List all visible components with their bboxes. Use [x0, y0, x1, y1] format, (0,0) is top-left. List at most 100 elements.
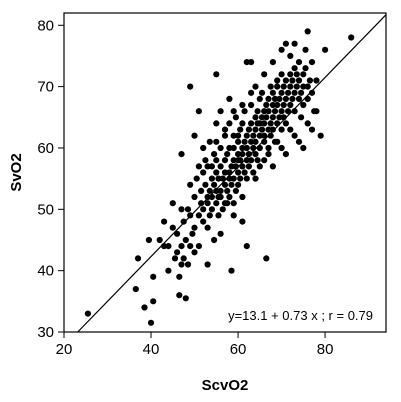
y-axis: 30 40 50 60 70 80: [37, 17, 64, 341]
plot-frame: [63, 12, 387, 333]
x-tick-label: 40: [143, 341, 160, 358]
data-point: [217, 108, 224, 115]
y-tick-label: 70: [37, 79, 54, 96]
data-point: [243, 243, 250, 250]
data-point: [263, 255, 270, 262]
data-point: [169, 200, 176, 207]
y-axis-title: SvO2: [8, 153, 25, 191]
data-point: [178, 243, 185, 250]
data-point: [230, 108, 237, 115]
data-point: [235, 169, 242, 176]
data-point: [241, 108, 248, 115]
data-point: [245, 163, 252, 170]
data-point: [193, 175, 200, 182]
data-point: [226, 144, 233, 152]
data-point: [304, 28, 311, 35]
data-point: [302, 46, 309, 53]
data-point: [269, 89, 276, 96]
data-point: [156, 236, 163, 244]
data-point: [235, 151, 242, 158]
data-point: [287, 71, 294, 78]
data-point: [228, 267, 235, 274]
data-point: [287, 126, 294, 133]
data-point: [276, 114, 283, 121]
data-point: [261, 132, 268, 139]
data-point: [211, 181, 218, 188]
data-point: [300, 144, 307, 152]
data-point: [256, 132, 263, 139]
data-point: [211, 151, 218, 158]
data-point: [202, 157, 209, 164]
data-point: [132, 286, 139, 293]
data-point: [291, 40, 298, 47]
data-point: [243, 144, 250, 152]
data-point: [313, 77, 320, 84]
data-point: [206, 187, 213, 194]
data-point: [204, 200, 211, 207]
data-point: [171, 255, 179, 262]
data-point: [176, 273, 183, 280]
regression-line: [77, 14, 387, 333]
regression-annotation: y=13.1 + 0.73 x ; r = 0.79: [228, 308, 373, 323]
y-tick-label: 40: [37, 263, 54, 280]
data-point: [278, 71, 285, 78]
data-point: [254, 157, 261, 164]
x-tick-label: 20: [56, 341, 73, 358]
data-point: [174, 230, 181, 237]
data-point: [182, 236, 189, 244]
data-point: [313, 108, 320, 115]
data-point: [217, 187, 224, 194]
data-point: [278, 108, 285, 115]
data-point: [187, 83, 194, 90]
data-point: [256, 144, 263, 152]
data-point: [291, 89, 298, 96]
data-point: [269, 114, 276, 121]
data-point: [141, 304, 148, 311]
data-point: [274, 120, 281, 127]
data-point: [195, 243, 202, 250]
data-point: [258, 89, 266, 96]
data-point: [302, 65, 309, 72]
data-point: [287, 83, 294, 90]
data-point: [250, 132, 257, 139]
data-point: [213, 169, 220, 176]
data-point: [282, 77, 289, 84]
data-point: [243, 157, 250, 164]
data-point: [221, 169, 229, 176]
data-point: [248, 101, 255, 109]
data-point: [178, 206, 185, 213]
data-point: [191, 132, 198, 139]
data-point: [269, 163, 276, 170]
data-point: [206, 212, 213, 219]
data-point: [213, 157, 220, 164]
data-point: [250, 144, 257, 152]
data-point: [178, 261, 185, 268]
data-point: [256, 95, 263, 102]
data-point: [204, 163, 211, 170]
data-point: [282, 95, 289, 102]
data-point: [280, 83, 287, 90]
data-point: [198, 200, 205, 207]
data-point: [317, 132, 324, 139]
data-point: [235, 181, 242, 188]
data-point: [184, 206, 192, 213]
data-point: [195, 212, 202, 219]
data-point: [245, 126, 252, 133]
data-point: [232, 114, 239, 121]
data-point: [265, 144, 272, 152]
data-point: [184, 261, 192, 268]
data-point: [274, 77, 281, 84]
data-point: [224, 187, 231, 194]
data-point: [239, 218, 246, 225]
data-point: [258, 114, 266, 121]
data-point: [293, 71, 300, 78]
data-point: [304, 83, 311, 90]
data-point: [298, 89, 305, 96]
data-point: [252, 151, 259, 158]
data-point: [304, 120, 311, 127]
data-point: [200, 218, 207, 225]
data-point: [228, 181, 235, 188]
data-point: [269, 59, 276, 66]
data-point: [226, 120, 233, 127]
data-point: [200, 206, 207, 213]
